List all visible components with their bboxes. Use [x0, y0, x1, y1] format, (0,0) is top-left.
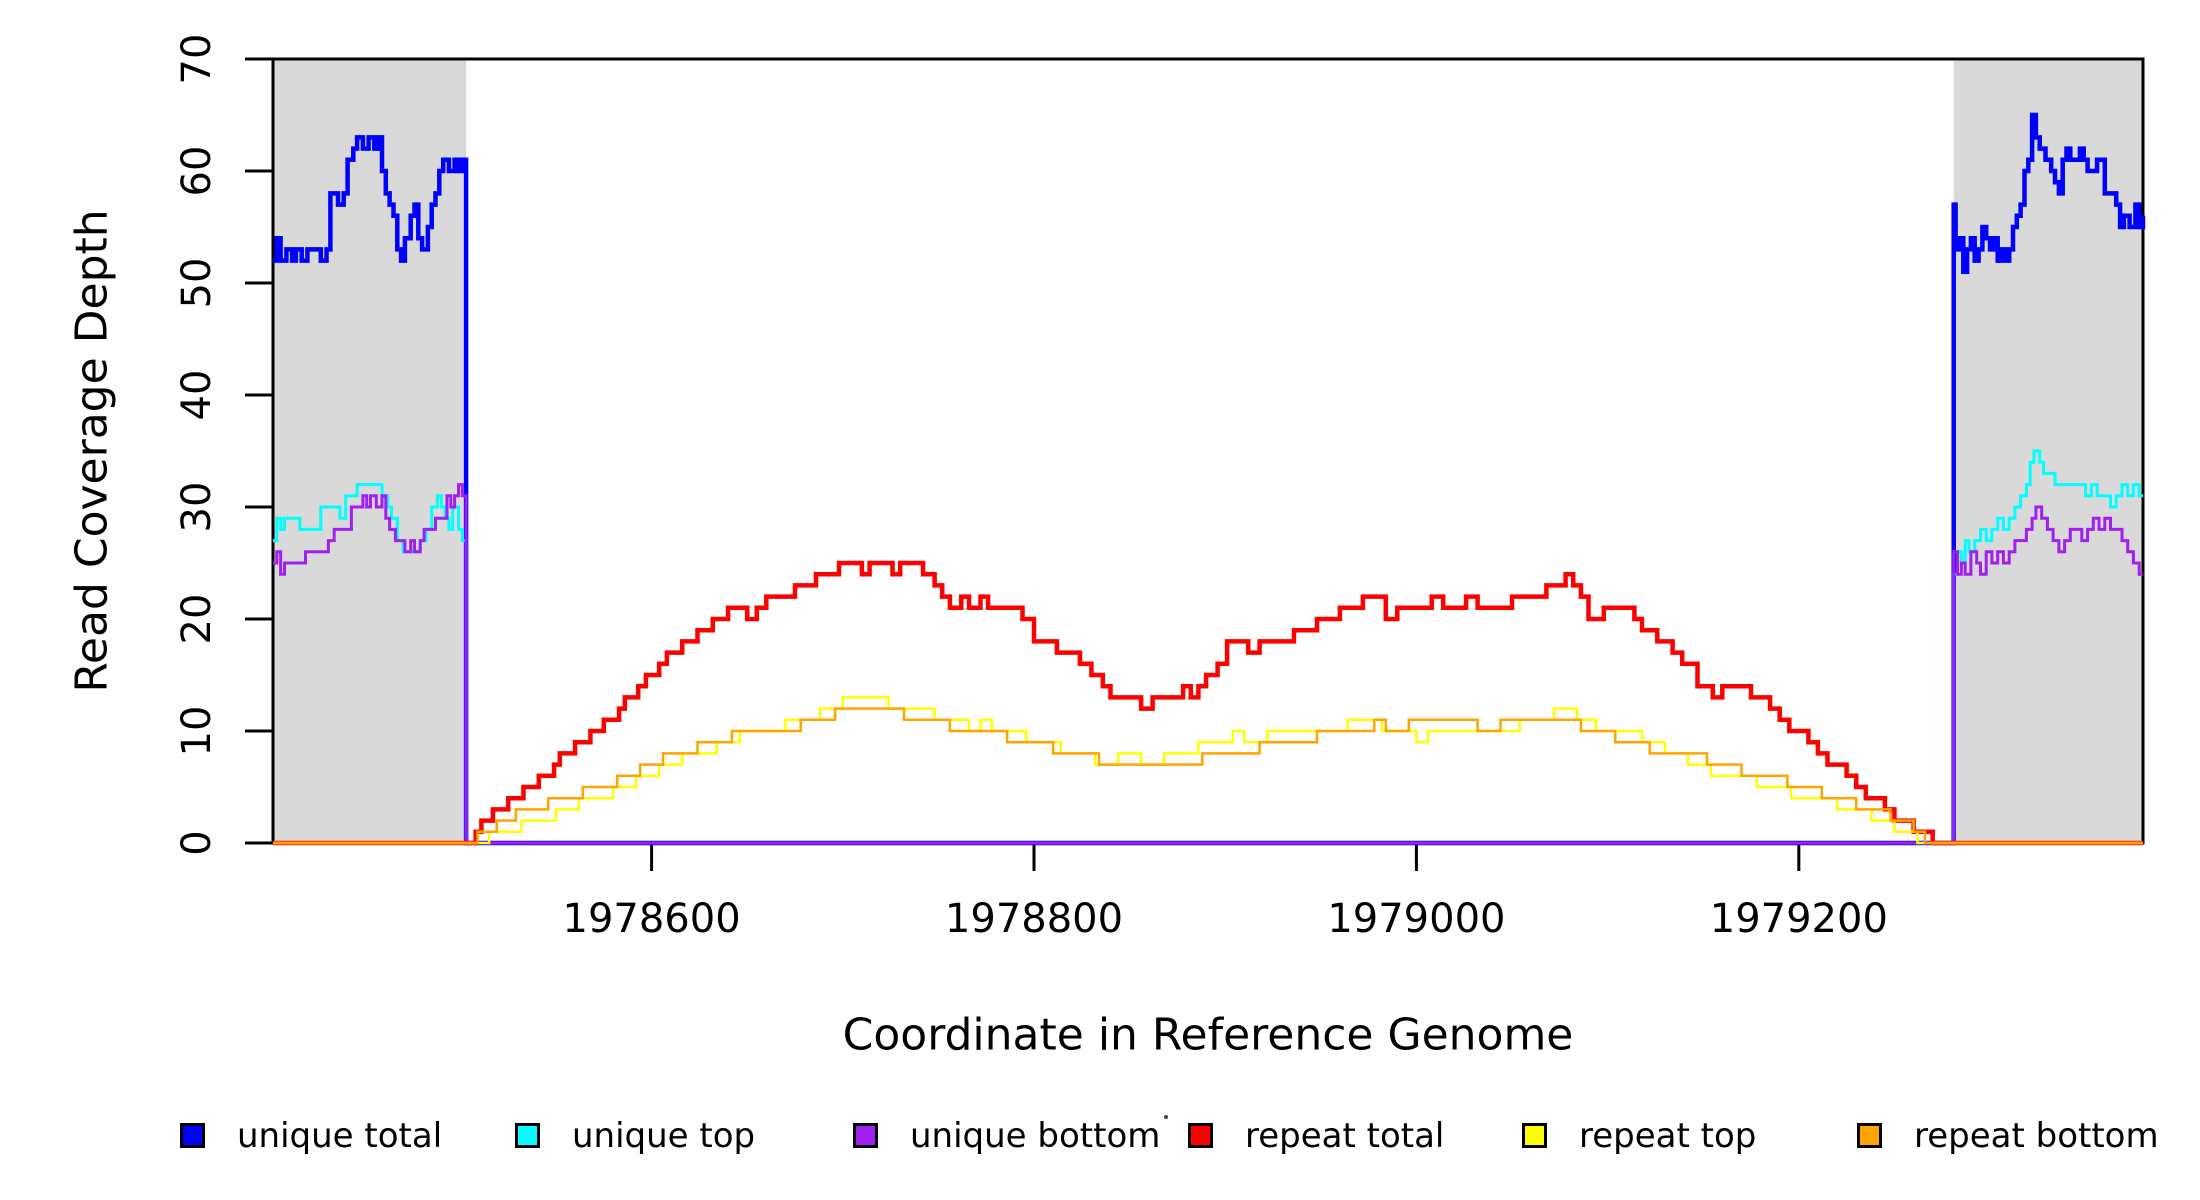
x-tick-label-1979000: 1979000 [1327, 896, 1506, 942]
x-tick-label-1978800: 1978800 [944, 896, 1124, 942]
y-tick-label-70: 70 [174, 33, 220, 85]
y-tick-label-50: 50 [174, 257, 220, 309]
series-repeat-bottom [273, 707, 2143, 845]
plot-box [271, 57, 2145, 845]
shaded-region-right [1953, 59, 2143, 843]
x-axis-title: Coordinate in Reference Genome [842, 1009, 1574, 1061]
series-unique-total [273, 112, 2146, 846]
y-tick-label-60: 60 [174, 145, 220, 197]
series-unique-top [273, 449, 2143, 845]
series-repeat-total [273, 560, 2143, 846]
x-tick-label-1978600: 1978600 [562, 896, 741, 942]
x-tick-label-1979200: 1979200 [1709, 896, 1888, 942]
y-axis-title: Read Coverage Depth [66, 209, 118, 693]
y-tick-label-30: 30 [174, 481, 220, 533]
y-tick-label-40: 40 [174, 369, 220, 421]
y-tick-label-0: 0 [174, 830, 220, 856]
stray-dot [1164, 1115, 1168, 1119]
shaded-region-left [273, 59, 467, 843]
series-unique-bottom [273, 483, 2143, 845]
y-tick-label-10: 10 [174, 705, 220, 757]
y-tick-label-20: 20 [174, 593, 220, 645]
